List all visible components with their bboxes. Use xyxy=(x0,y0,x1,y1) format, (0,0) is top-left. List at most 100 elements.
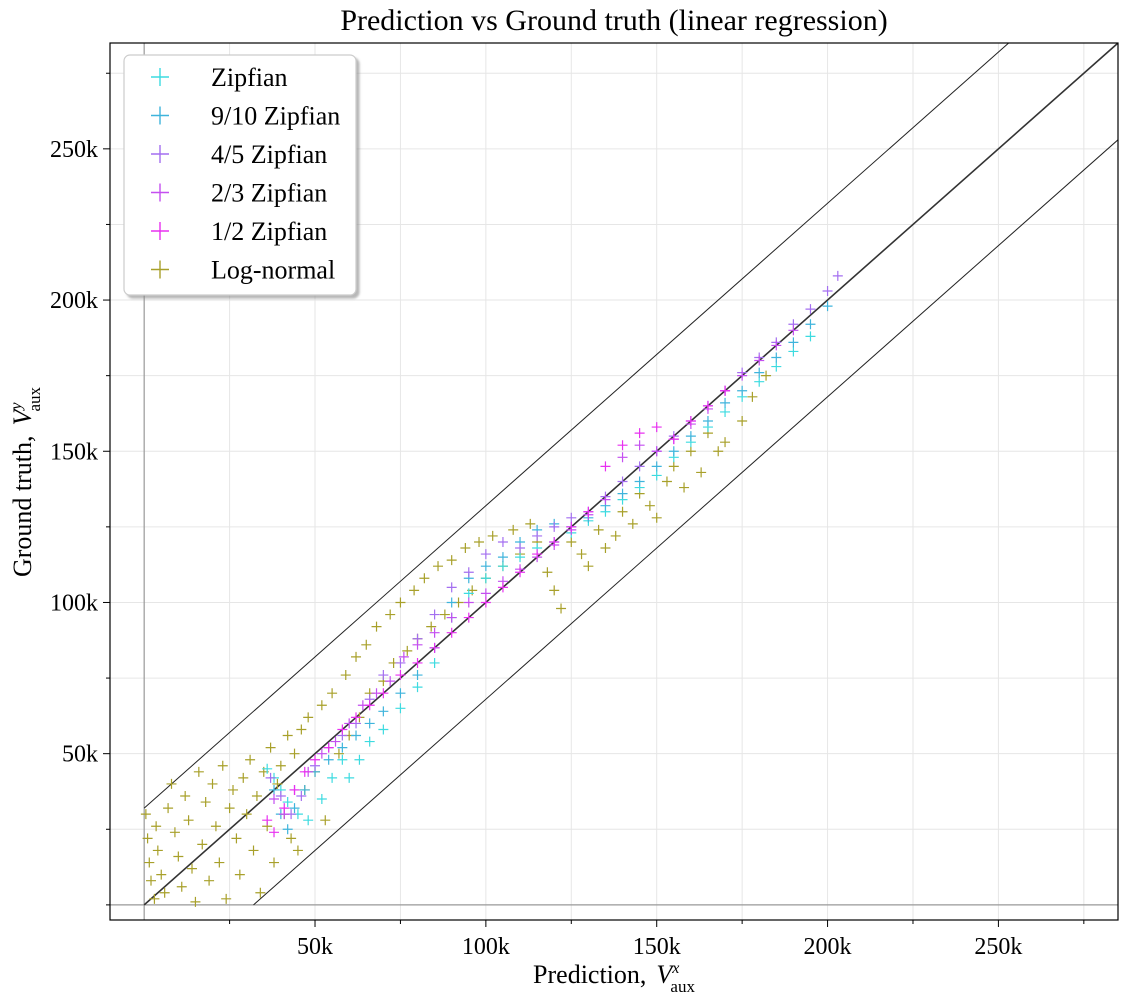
data-point xyxy=(207,778,218,789)
y-tick-label: 200k xyxy=(50,288,98,314)
data-point xyxy=(805,319,816,330)
data-point xyxy=(480,597,491,608)
chart-title: Prediction vs Ground truth (linear regre… xyxy=(340,4,888,37)
data-point xyxy=(214,857,225,868)
data-point xyxy=(337,742,348,753)
data-point xyxy=(265,742,276,753)
legend-box xyxy=(123,54,357,296)
data-point xyxy=(354,754,365,765)
data-point xyxy=(245,754,256,765)
data-point xyxy=(508,524,519,535)
data-point xyxy=(241,809,252,820)
data-point xyxy=(152,845,163,856)
data-point xyxy=(600,494,611,505)
data-point xyxy=(822,301,833,312)
legend-label: 2/3 Zipfian xyxy=(211,179,327,208)
data-point xyxy=(429,642,440,653)
axis-ticks xyxy=(103,72,1085,927)
data-point xyxy=(340,670,351,681)
data-point xyxy=(446,582,457,593)
data-point xyxy=(210,821,221,832)
series-9-10-zipfian xyxy=(269,301,833,835)
series-zipfian xyxy=(262,331,816,826)
data-point xyxy=(176,881,187,892)
data-point xyxy=(617,488,628,499)
data-point xyxy=(617,506,628,517)
data-point xyxy=(159,887,170,898)
data-point xyxy=(351,651,362,662)
data-point xyxy=(272,778,283,789)
data-point xyxy=(323,754,334,765)
data-point xyxy=(446,555,457,566)
data-point xyxy=(269,794,280,805)
data-point xyxy=(634,461,645,472)
data-point xyxy=(262,763,273,774)
data-point xyxy=(180,791,191,802)
data-point xyxy=(679,482,690,493)
data-point xyxy=(713,446,724,457)
data-point xyxy=(737,385,748,396)
data-point xyxy=(644,500,655,511)
data-point xyxy=(661,476,672,487)
data-point xyxy=(651,470,662,481)
data-point xyxy=(822,285,833,296)
data-point xyxy=(805,304,816,315)
legend: Zipfian 9/10 Zipfian 4/5 Zipfian 2/3 Zipfia… xyxy=(123,54,357,296)
data-point xyxy=(378,670,389,681)
data-point xyxy=(279,803,290,814)
data-point xyxy=(685,431,696,442)
data-point xyxy=(771,352,782,363)
data-point xyxy=(532,549,543,560)
x-tick-label: 100k xyxy=(462,934,510,960)
data-point xyxy=(542,567,553,578)
data-point xyxy=(333,748,344,759)
data-point xyxy=(668,434,679,445)
data-point xyxy=(151,821,162,832)
data-point xyxy=(395,597,406,608)
data-point xyxy=(463,588,474,599)
data-point xyxy=(549,585,560,596)
data-point xyxy=(364,736,375,747)
data-point xyxy=(395,670,406,681)
data-point xyxy=(146,875,157,886)
data-point xyxy=(549,536,560,547)
data-point xyxy=(696,467,707,478)
data-point xyxy=(600,543,611,554)
legend-label: 1/2 Zipfian xyxy=(211,217,327,246)
identity-line xyxy=(143,43,1118,906)
data-point xyxy=(323,742,334,753)
data-point xyxy=(265,772,276,783)
data-point xyxy=(702,400,713,411)
data-point xyxy=(720,437,731,448)
data-point xyxy=(754,367,765,378)
data-point xyxy=(337,724,348,735)
data-point xyxy=(685,446,696,457)
data-point xyxy=(412,657,423,668)
data-point xyxy=(737,416,748,427)
data-point xyxy=(412,670,423,681)
y-tick-label: 150k xyxy=(50,439,98,465)
data-point xyxy=(497,552,508,563)
data-point xyxy=(351,712,362,723)
data-point xyxy=(378,724,389,735)
data-point xyxy=(327,772,338,783)
data-point xyxy=(429,657,440,668)
data-point xyxy=(296,724,307,735)
bound-line xyxy=(143,43,1009,809)
data-point xyxy=(771,340,782,351)
data-point xyxy=(720,397,731,408)
data-point xyxy=(269,857,280,868)
data-point xyxy=(634,440,645,451)
data-point xyxy=(234,869,245,880)
data-point xyxy=(378,688,389,699)
data-point xyxy=(702,416,713,427)
data-point xyxy=(344,772,355,783)
data-point xyxy=(593,524,604,535)
data-point xyxy=(515,552,526,563)
data-point xyxy=(303,712,314,723)
data-point xyxy=(289,784,300,795)
y-axis-label-text: Ground truth, xyxy=(8,436,37,578)
data-point xyxy=(627,518,638,529)
data-point xyxy=(480,549,491,560)
legend-label: Log-normal xyxy=(211,256,335,285)
